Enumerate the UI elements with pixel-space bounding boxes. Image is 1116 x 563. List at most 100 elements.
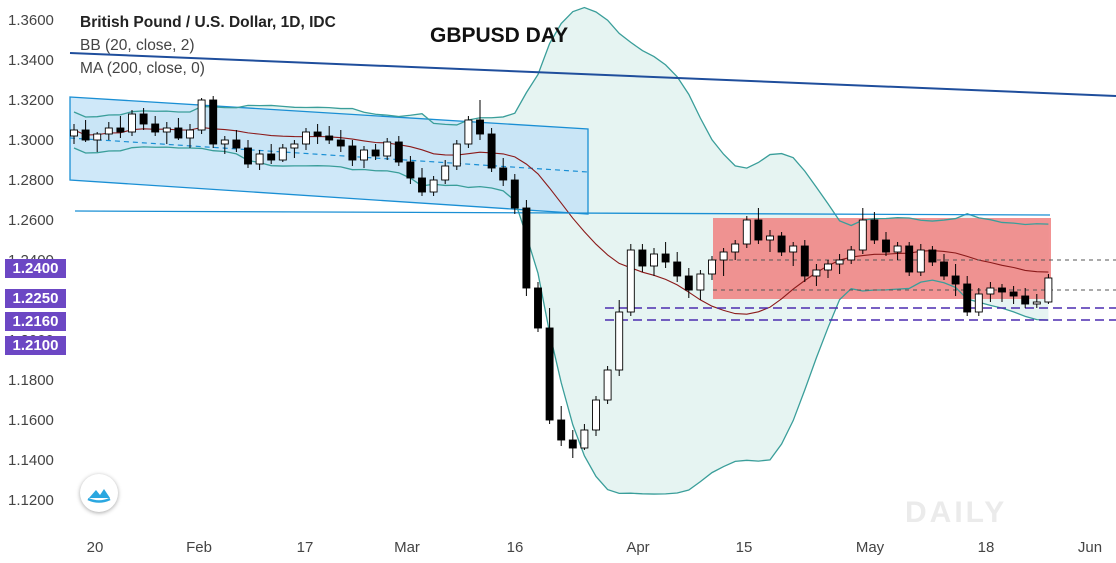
candle [499, 158, 508, 186]
candle [696, 270, 705, 300]
candle-body [638, 249, 647, 267]
candle-body [916, 249, 925, 273]
price-tag-1: 1.2400 [5, 259, 66, 278]
candle [510, 174, 519, 214]
candle-body [162, 127, 171, 133]
candle-body [81, 129, 90, 141]
candle-body [951, 275, 960, 285]
x-tick-label: Mar [394, 539, 420, 556]
candle [882, 232, 890, 256]
candle [893, 242, 902, 260]
candle [580, 424, 589, 450]
candle-body [545, 327, 554, 421]
candle-body [1009, 291, 1018, 297]
candle [777, 232, 786, 256]
candle-body [487, 133, 496, 169]
candle-body [267, 153, 276, 161]
candle [278, 144, 287, 162]
candle [754, 208, 763, 244]
candle [557, 406, 566, 446]
candle-body [464, 119, 473, 145]
candle-body [708, 259, 716, 275]
candle [568, 430, 577, 458]
candle-body [209, 99, 218, 145]
candle-body [673, 261, 682, 277]
candle-body [568, 439, 577, 449]
candle [70, 124, 78, 144]
candle-body [441, 165, 450, 181]
bollinger-lower [73, 146, 1049, 495]
y-tick-label: 1.3000 [8, 132, 54, 149]
candle-body [777, 235, 786, 253]
candle [940, 254, 948, 280]
candle [383, 138, 392, 160]
candle-body [522, 207, 531, 289]
candle [360, 146, 368, 168]
y-tick-label: 1.2600 [8, 212, 54, 229]
candle [615, 300, 624, 376]
candle [800, 240, 809, 282]
candle-body [371, 149, 380, 157]
candle-body [1032, 301, 1041, 305]
bollinger-upper [73, 6, 1049, 227]
price-tag-3: 1.2160 [5, 312, 66, 331]
candle [928, 246, 937, 266]
candle [406, 156, 415, 184]
candle-body [684, 275, 693, 291]
legend: British Pound / U.S. Dollar, 1D, IDC BB … [80, 11, 336, 80]
x-tick-label: 20 [87, 539, 104, 556]
candle-body [754, 219, 763, 241]
ma-indicator-label: MA (200, close, 0) [80, 60, 205, 77]
candle-body [174, 127, 183, 139]
candle-body [394, 141, 403, 163]
range-box [713, 218, 1051, 299]
candle [336, 130, 345, 152]
candle-body [70, 129, 78, 137]
candle [592, 396, 600, 436]
cloud-icon [87, 489, 111, 503]
bb-indicator-label: BB (20, close, 2) [80, 37, 195, 54]
candle [464, 116, 473, 148]
x-tick-label: 17 [297, 539, 314, 556]
candle-body [905, 245, 914, 273]
candle-body [360, 149, 368, 161]
candle [742, 216, 751, 248]
candle-body [476, 119, 484, 135]
candle [394, 136, 403, 166]
candle [650, 248, 658, 276]
tradingview-logo-button[interactable] [80, 474, 118, 512]
candle [418, 168, 426, 196]
candle-body [719, 251, 728, 261]
y-tick-label: 1.3200 [8, 92, 54, 109]
candle [81, 120, 90, 142]
candle [313, 124, 322, 144]
candle-body [220, 139, 229, 145]
channel-midline [69, 137, 589, 173]
candle-body [325, 135, 334, 141]
x-tick-label: May [856, 539, 885, 556]
candle-body [974, 293, 983, 313]
x-tick-label: 18 [978, 539, 995, 556]
candle-body [789, 245, 798, 253]
candle [487, 128, 496, 172]
candle [429, 176, 438, 196]
candle-body [128, 113, 136, 133]
candle [1044, 274, 1053, 304]
candle [951, 264, 960, 296]
candle [1021, 288, 1030, 308]
candle-body [928, 249, 937, 263]
candle [766, 230, 774, 252]
candle-body [626, 249, 635, 313]
candle [128, 110, 136, 136]
candle [302, 128, 310, 150]
candle [232, 130, 241, 152]
candle-body [731, 243, 740, 253]
candle-body [592, 399, 600, 431]
candle-body [835, 259, 844, 265]
candle-body [847, 249, 856, 261]
candle [325, 126, 334, 144]
candle-body [93, 133, 102, 141]
candle-body [812, 269, 821, 277]
candle-body [418, 177, 426, 193]
